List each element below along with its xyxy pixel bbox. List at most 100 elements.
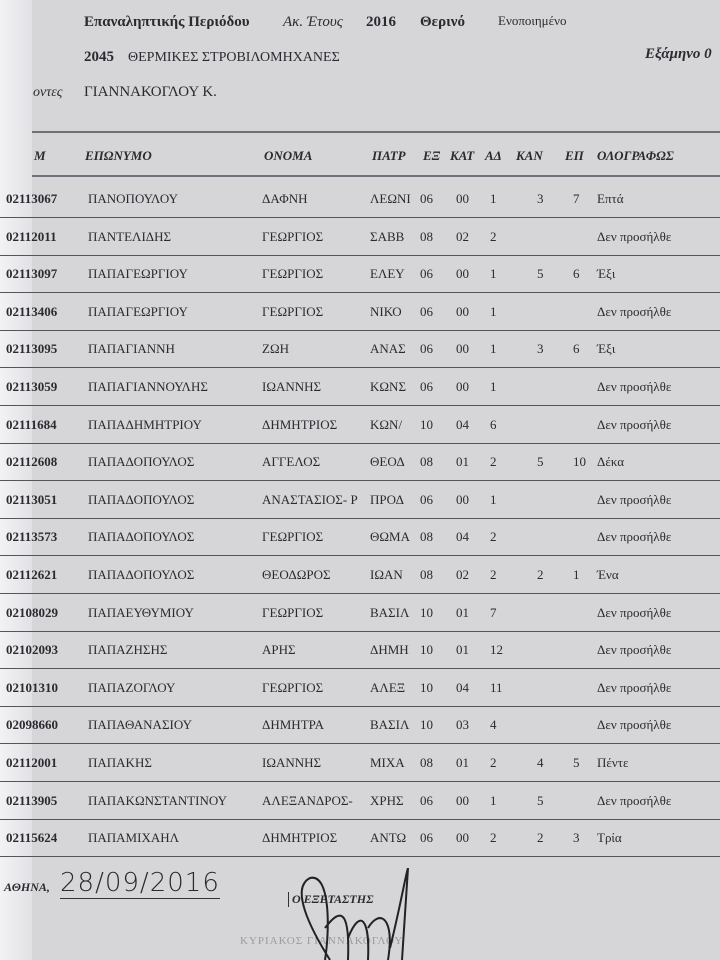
cell-surname: ΠΑΠΑΚΩΝΣΤΑΝΤΙΝΟΥ xyxy=(88,792,228,808)
cell-kan: 4 xyxy=(537,755,544,770)
cell-surname: ΠΑΠΑΓΙΑΝΝΗ xyxy=(88,341,175,357)
col-father: ΠΑΤΡ xyxy=(372,148,406,163)
cell-ex: 06 xyxy=(420,830,433,846)
cell-surname: ΠΑΠΑΚΗΣ xyxy=(88,755,152,770)
cell-surname: ΠΑΠΑΔΗΜΗΤΡΙΟΥ xyxy=(88,416,202,432)
cell-father: ΠΡΟΔ xyxy=(370,491,405,507)
cell-am: 02113067 xyxy=(6,191,58,206)
cell-am: 02098660 xyxy=(6,717,58,733)
cell-father: ΣΑΒΒ xyxy=(370,228,405,244)
cell-words: Δεν προσήλθε xyxy=(597,717,672,733)
cell-ex: 08 xyxy=(420,755,433,770)
row-divider xyxy=(0,405,720,406)
cell-name: ΔΗΜΗΤΡΑ xyxy=(262,717,325,733)
cell-words: Έξι xyxy=(597,341,616,357)
row-divider xyxy=(0,630,720,632)
cell-am: 02112608 xyxy=(6,454,58,470)
cell-kan: 5 xyxy=(537,792,544,808)
cell-kan: 2 xyxy=(537,830,544,846)
signature xyxy=(300,868,409,960)
cell-kan: 3 xyxy=(537,191,544,206)
examiner-label: Ο ΕΞΕΤΑΣΤΗΣ xyxy=(288,892,374,907)
cell-father: ΝΙΚΟ xyxy=(370,303,402,319)
row-divider xyxy=(0,743,720,745)
col-kat: ΚΑΤ xyxy=(450,148,475,163)
cell-ad: 2 xyxy=(490,567,497,582)
cell-words: Επτά xyxy=(597,191,624,206)
table-header: Μ ΕΠΩΝΥΜΟ ΟΝΟΜΑ ΠΑΤΡ ΕΞ ΚΑΤ ΑΔ ΚΑΝ ΕΠ ΟΛ… xyxy=(0,148,720,168)
cell-ad: 1 xyxy=(490,379,497,394)
table-row: 02113095 ΠΑΠΑΓΙΑΝΝΗ ΖΩΗ ΑΝΑΣ 06 00 1 3 6 Έξι xyxy=(0,330,720,367)
year-label: Ακ. Έτους xyxy=(283,14,343,30)
cell-ad: 4 xyxy=(490,717,497,733)
cell-ep: 6 xyxy=(573,341,580,357)
col-kan: ΚΑΝ xyxy=(516,148,543,163)
cell-surname: ΠΑΠΑΓΙΑΝΝΟΥΛΗΣ xyxy=(88,379,208,394)
table-row: 02112001 ΠΑΠΑΚΗΣ ΙΩΑΝΝΗΣ ΜΙΧΑ 08 01 2 4 5 Πέντε xyxy=(0,744,720,781)
cell-name: ΙΩΑΝΝΗΣ xyxy=(262,379,322,394)
col-surname: ΕΠΩΝΥΜΟ xyxy=(85,148,152,163)
header-rule-top xyxy=(32,131,720,133)
cell-name: ΓΕΩΡΓΙΟΣ xyxy=(262,529,324,545)
cell-kat: 02 xyxy=(456,228,469,244)
cell-surname: ΠΑΠΑΔΟΠΟΥΛΟΣ xyxy=(88,491,195,507)
cell-surname: ΠΑΠΑΔΟΠΟΥΛΟΣ xyxy=(88,567,195,582)
cell-name: ΓΕΩΡΓΙΟΣ xyxy=(262,679,324,695)
cell-am: 02111684 xyxy=(6,416,57,432)
row-divider xyxy=(0,705,720,707)
cell-ep: 6 xyxy=(573,266,580,282)
cell-father: ΒΑΣΙΛ xyxy=(370,717,410,733)
cell-father: ΘΩΜΑ xyxy=(370,529,410,545)
cell-words: Ένα xyxy=(597,567,619,582)
teacher: ΓΙΑΝΝΑΚΟΓΛΟΥ Κ. xyxy=(84,84,217,100)
cell-father: ΔΗΜΗ xyxy=(370,642,409,658)
cell-am: 02113095 xyxy=(6,341,58,357)
col-ad: ΑΔ xyxy=(485,148,502,163)
row-divider xyxy=(0,593,720,594)
table-row: 02113051 ΠΑΠΑΔΟΠΟΥΛΟΣ ΑΝΑΣΤΑΣΙΟΣ- Ρ ΠΡΟΔ 06 0… xyxy=(0,481,720,518)
row-divider xyxy=(0,329,720,331)
cell-am: 02113406 xyxy=(6,303,58,319)
cell-ad: 1 xyxy=(490,191,497,206)
academic-year: 2016 xyxy=(366,14,396,30)
cell-name: ΖΩΗ xyxy=(262,341,289,357)
cell-ex: 08 xyxy=(420,567,433,582)
cell-words: Έξι xyxy=(597,266,616,282)
table-row: 02108029 ΠΑΠΑΕΥΘΥΜΙΟΥ ΓΕΩΡΓΙΟΣ ΒΑΣΙΛ 10 01 7 Δε… xyxy=(0,594,720,631)
cell-ad: 1 xyxy=(490,792,497,808)
cell-ad: 1 xyxy=(490,303,497,319)
cell-name: ΔΗΜΗΤΡΙΟΣ xyxy=(262,830,338,846)
cell-ex: 06 xyxy=(420,303,433,319)
cell-ep: 7 xyxy=(573,191,580,206)
col-words: ΟΛΟΓΡΑΦΩΣ xyxy=(597,148,674,163)
cell-ex: 08 xyxy=(420,454,433,470)
cell-ep: 10 xyxy=(573,454,586,470)
cell-am: 02112011 xyxy=(6,228,57,244)
teacher-label: οντες xyxy=(33,85,63,100)
cell-father: ΑΝΤΩ xyxy=(370,830,407,846)
cell-kat: 00 xyxy=(456,491,469,507)
cell-ep: 5 xyxy=(573,755,580,770)
cell-ex: 10 xyxy=(420,717,433,733)
cell-ad: 1 xyxy=(490,341,497,357)
cell-name: ΑΡΗΣ xyxy=(262,642,296,658)
course-name: ΘΕΡΜΙΚΕΣ ΣΤΡΟΒΙΛΟΜΗΧΑΝΕΣ xyxy=(128,50,340,65)
cell-ad: 11 xyxy=(490,679,503,695)
cell-father: ΑΝΑΣ xyxy=(370,341,406,357)
cell-ex: 10 xyxy=(420,604,433,620)
row-divider xyxy=(0,818,720,820)
cell-kat: 04 xyxy=(456,416,469,432)
cell-surname: ΠΑΠΑΔΟΠΟΥΛΟΣ xyxy=(88,454,195,470)
cell-father: ΧΡΗΣ xyxy=(370,792,404,808)
cell-ad: 7 xyxy=(490,604,497,620)
table-row: 02113573 ΠΑΠΑΔΟΠΟΥΛΟΣ ΓΕΩΡΓΙΟΣ ΘΩΜΑ 08 04 2 Δεν… xyxy=(0,518,720,555)
cell-kat: 00 xyxy=(456,303,469,319)
cell-am: 02113573 xyxy=(6,529,58,545)
cell-ex: 06 xyxy=(420,792,433,808)
cell-surname: ΠΑΠΑΕΥΘΥΜΙΟΥ xyxy=(88,604,194,620)
cell-ad: 12 xyxy=(490,642,503,658)
table-row: 02115624 ΠΑΠΑΜΙΧΑΗΛ ΔΗΜΗΤΡΙΟΣ ΑΝΤΩ 06 00 2 2 3 Τρ… xyxy=(0,819,720,856)
cell-am: 02101310 xyxy=(6,679,58,695)
cell-ex: 06 xyxy=(420,191,433,206)
cell-words: Δεν προσήλθε xyxy=(597,679,672,695)
